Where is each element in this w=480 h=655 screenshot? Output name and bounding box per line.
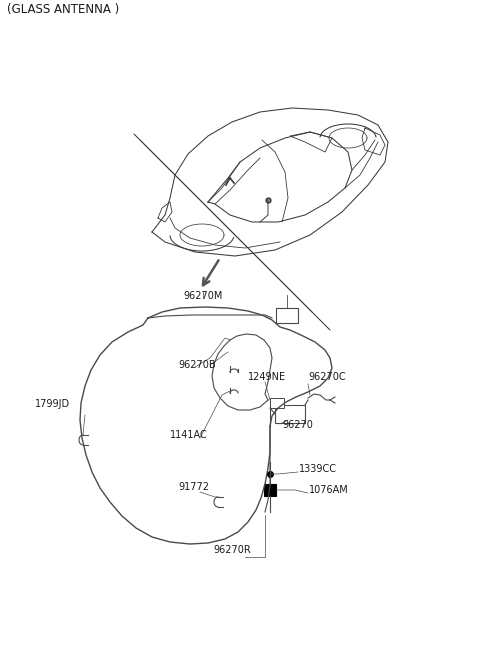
Text: 91772: 91772	[178, 482, 209, 492]
Text: (GLASS ANTENNA ): (GLASS ANTENNA )	[7, 3, 119, 16]
Text: 96270B: 96270B	[178, 360, 216, 370]
Text: 1076AM: 1076AM	[309, 485, 349, 495]
Text: 96270R: 96270R	[213, 545, 251, 555]
Text: 1799JD: 1799JD	[35, 399, 70, 409]
Text: 1339CC: 1339CC	[299, 464, 337, 474]
Bar	[276, 308, 298, 323]
Bar	[264, 484, 276, 496]
Text: 96270C: 96270C	[308, 372, 346, 382]
Text: 1249NE: 1249NE	[248, 372, 286, 382]
Bar	[270, 398, 284, 408]
Bar	[275, 405, 305, 423]
Text: 96270M: 96270M	[183, 291, 223, 301]
Text: 1141AC: 1141AC	[170, 430, 208, 440]
Text: 96270: 96270	[282, 420, 313, 430]
